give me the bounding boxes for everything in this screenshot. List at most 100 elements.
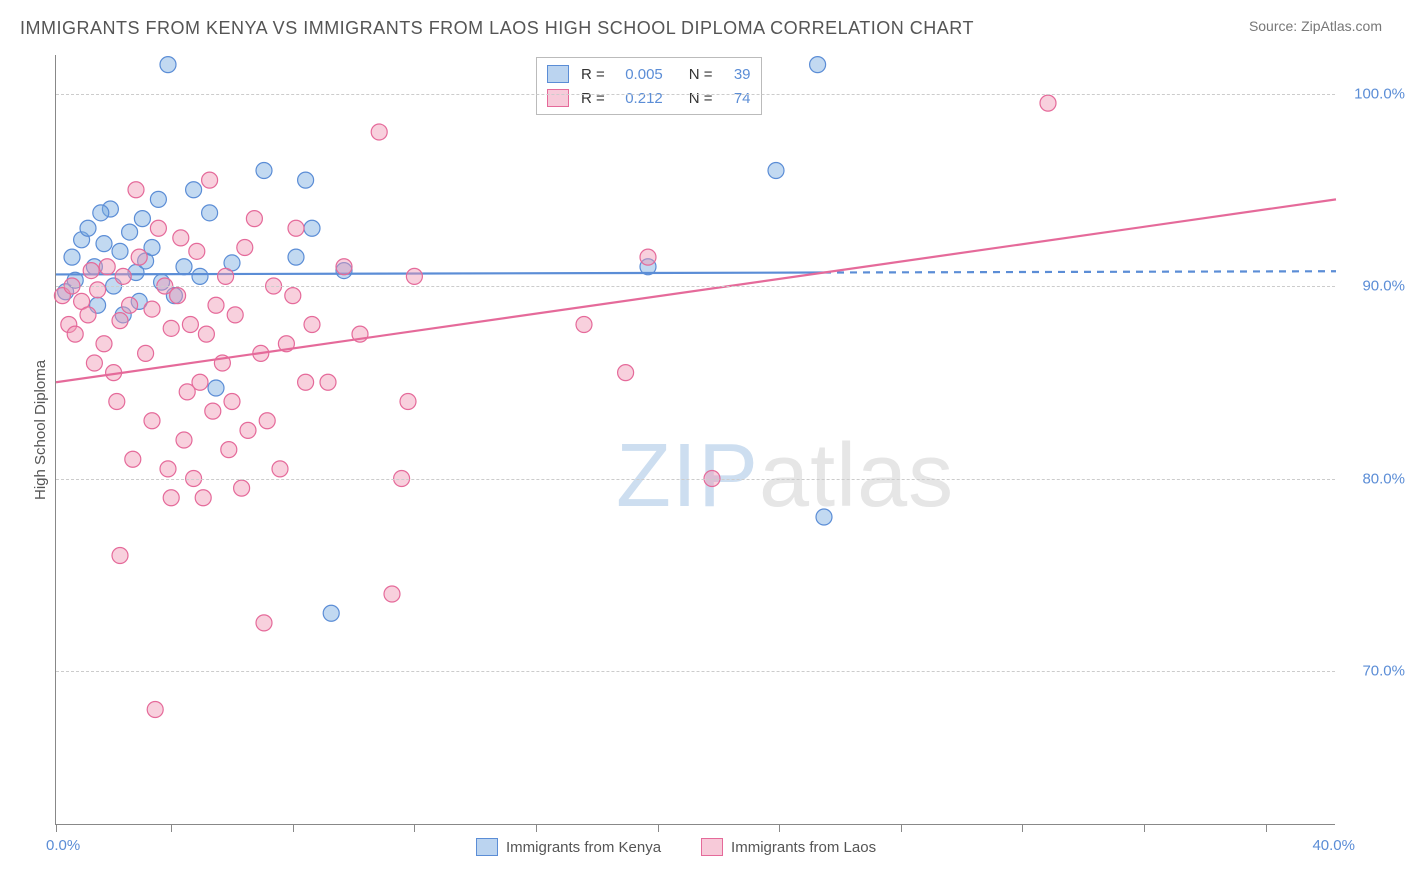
n-value-laos: 74 bbox=[721, 90, 751, 107]
x-tick bbox=[1144, 824, 1145, 832]
data-point bbox=[150, 220, 166, 236]
data-point bbox=[96, 336, 112, 352]
data-point bbox=[128, 182, 144, 198]
y-tick-label: 100.0% bbox=[1345, 85, 1405, 102]
data-point bbox=[67, 326, 83, 342]
data-point bbox=[208, 380, 224, 396]
data-point bbox=[198, 326, 214, 342]
correlation-legend: R = 0.005 N = 39 R = 0.212 N = 74 bbox=[536, 57, 762, 115]
r-label-2: R = bbox=[581, 90, 605, 107]
x-tick bbox=[293, 824, 294, 832]
data-point bbox=[205, 403, 221, 419]
data-point bbox=[99, 259, 115, 275]
r-value-laos: 0.212 bbox=[613, 90, 663, 107]
r-value-kenya: 0.005 bbox=[613, 66, 663, 83]
data-point bbox=[150, 191, 166, 207]
data-point bbox=[371, 124, 387, 140]
data-point bbox=[189, 243, 205, 259]
data-point bbox=[237, 240, 253, 256]
data-point bbox=[96, 236, 112, 252]
x-tick bbox=[56, 824, 57, 832]
data-point bbox=[285, 288, 301, 304]
swatch-pink-icon-2 bbox=[701, 838, 723, 856]
swatch-blue-icon-2 bbox=[476, 838, 498, 856]
data-point bbox=[288, 249, 304, 265]
data-point bbox=[816, 509, 832, 525]
y-axis-label: High School Diploma bbox=[32, 360, 49, 500]
data-point bbox=[122, 224, 138, 240]
data-point bbox=[202, 172, 218, 188]
data-point bbox=[176, 432, 192, 448]
data-point bbox=[173, 230, 189, 246]
data-point bbox=[234, 480, 250, 496]
series-legend: Immigrants from Kenya Immigrants from La… bbox=[476, 838, 876, 856]
gridline-h bbox=[56, 479, 1335, 480]
data-point bbox=[406, 268, 422, 284]
regression-line bbox=[56, 273, 824, 275]
data-point bbox=[80, 220, 96, 236]
x-tick bbox=[1266, 824, 1267, 832]
data-point bbox=[144, 413, 160, 429]
gridline-h bbox=[56, 94, 1335, 95]
source-label: Source: bbox=[1249, 18, 1297, 34]
data-point bbox=[80, 307, 96, 323]
data-point bbox=[109, 394, 125, 410]
data-point bbox=[768, 163, 784, 179]
data-point bbox=[298, 374, 314, 390]
data-point bbox=[256, 615, 272, 631]
data-point bbox=[112, 548, 128, 564]
data-point bbox=[64, 249, 80, 265]
n-label: N = bbox=[689, 66, 713, 83]
data-point bbox=[176, 259, 192, 275]
chart-title: IMMIGRANTS FROM KENYA VS IMMIGRANTS FROM… bbox=[20, 18, 974, 39]
data-point bbox=[93, 205, 109, 221]
data-point bbox=[90, 282, 106, 298]
data-point bbox=[259, 413, 275, 429]
x-tick bbox=[658, 824, 659, 832]
data-point bbox=[227, 307, 243, 323]
swatch-pink-icon bbox=[547, 89, 569, 107]
x-tick bbox=[901, 824, 902, 832]
data-point bbox=[125, 451, 141, 467]
data-point bbox=[170, 288, 186, 304]
data-point bbox=[131, 249, 147, 265]
data-point bbox=[192, 374, 208, 390]
data-point bbox=[122, 297, 138, 313]
data-point bbox=[240, 422, 256, 438]
source-value: ZipAtlas.com bbox=[1301, 18, 1382, 34]
data-point bbox=[138, 345, 154, 361]
x-tick bbox=[171, 824, 172, 832]
data-point bbox=[256, 163, 272, 179]
regression-line bbox=[56, 199, 1336, 382]
gridline-h bbox=[56, 286, 1335, 287]
data-point bbox=[810, 57, 826, 73]
data-point bbox=[147, 702, 163, 718]
legend-label-laos: Immigrants from Laos bbox=[731, 839, 876, 856]
legend-row-laos: R = 0.212 N = 74 bbox=[547, 86, 751, 110]
data-point bbox=[163, 490, 179, 506]
data-point bbox=[115, 268, 131, 284]
data-point bbox=[323, 605, 339, 621]
data-point bbox=[160, 461, 176, 477]
data-point bbox=[1040, 95, 1056, 111]
legend-item-laos: Immigrants from Laos bbox=[701, 838, 876, 856]
y-tick-label: 80.0% bbox=[1345, 470, 1405, 487]
data-point bbox=[320, 374, 336, 390]
r-label: R = bbox=[581, 66, 605, 83]
data-point bbox=[218, 268, 234, 284]
x-tick bbox=[536, 824, 537, 832]
data-point bbox=[160, 57, 176, 73]
legend-row-kenya: R = 0.005 N = 39 bbox=[547, 62, 751, 86]
x-tick bbox=[414, 824, 415, 832]
data-point bbox=[144, 301, 160, 317]
swatch-blue-icon bbox=[547, 65, 569, 83]
data-point bbox=[208, 297, 224, 313]
x-tick bbox=[1022, 824, 1023, 832]
data-point bbox=[304, 220, 320, 236]
regression-line-dashed bbox=[824, 271, 1336, 272]
y-tick-label: 90.0% bbox=[1345, 278, 1405, 295]
data-point bbox=[86, 355, 102, 371]
data-point bbox=[221, 442, 237, 458]
x-axis-max-label: 40.0% bbox=[1312, 837, 1355, 854]
data-point bbox=[186, 182, 202, 198]
